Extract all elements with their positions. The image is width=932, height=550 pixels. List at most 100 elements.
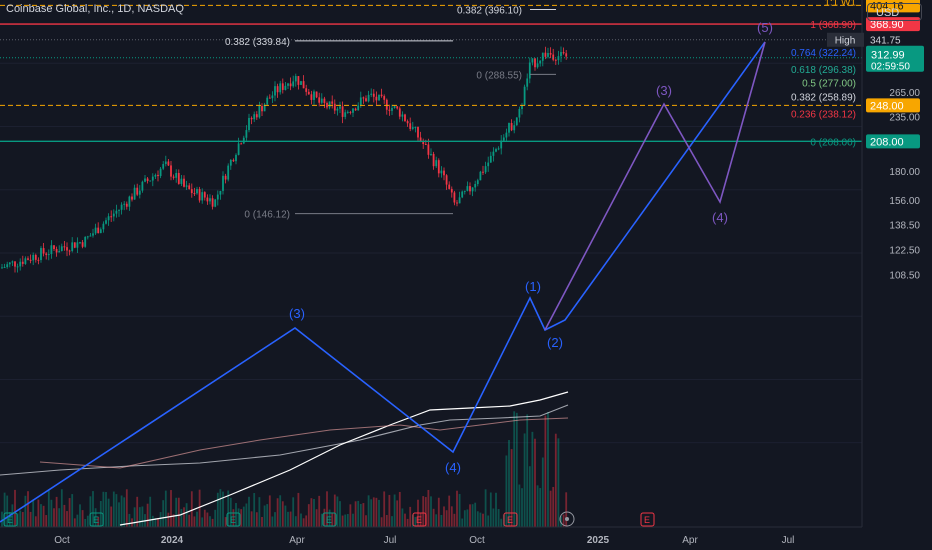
candle-body: [76, 242, 79, 248]
wave-label: (3): [289, 306, 305, 321]
volume-bar: [294, 516, 297, 527]
currency-selector[interactable]: USD: [867, 3, 922, 21]
volume-bar: [440, 514, 443, 527]
candle: [326, 101, 328, 110]
volume-bar: [222, 491, 224, 527]
candle-body: [365, 98, 367, 102]
volume-bar: [388, 494, 391, 527]
candle: [261, 103, 263, 116]
candle-body: [331, 101, 334, 104]
candle: [333, 99, 336, 114]
wave-label: (4): [712, 210, 728, 225]
volume-bar: [292, 497, 295, 527]
candle-body: [149, 180, 152, 182]
volume-bars: [1, 411, 568, 527]
candle: [414, 126, 417, 133]
volume-bar: [354, 501, 357, 527]
candle: [534, 58, 536, 71]
candle: [378, 94, 380, 101]
candle: [258, 101, 261, 119]
candle-body: [541, 52, 544, 61]
fib-level-label: 0.236 (238.12): [791, 110, 856, 121]
candle: [37, 257, 40, 265]
volume-bar: [151, 515, 154, 527]
volume-bar: [6, 495, 9, 527]
wave-label: (2): [547, 335, 563, 350]
volume-bar: [40, 504, 42, 527]
candle-body: [370, 93, 373, 95]
candle-body: [554, 59, 557, 61]
time-tick-label: Apr: [289, 535, 305, 546]
earnings-marker[interactable]: E: [412, 512, 427, 527]
candle-body: [440, 170, 443, 174]
candle-body: [388, 109, 391, 111]
volume-bar: [107, 498, 110, 527]
earnings-marker[interactable]: E: [226, 512, 241, 527]
time-tick-label: Oct: [54, 535, 70, 546]
volume-bar: [240, 509, 243, 527]
candle-body: [328, 101, 331, 108]
high-value: 341.75: [870, 36, 901, 47]
candle: [235, 153, 237, 165]
candle-body: [409, 123, 412, 129]
volume-bar: [201, 517, 204, 527]
volume-bar: [552, 486, 555, 527]
volume-bar: [224, 517, 227, 527]
volume-bar: [172, 514, 175, 527]
candle-body: [469, 186, 471, 192]
candle-body: [518, 108, 521, 118]
candle: [510, 119, 513, 132]
candle: [71, 237, 74, 253]
candle-body: [367, 94, 370, 102]
candle-body: [427, 144, 430, 155]
volume-bar: [268, 495, 271, 527]
candle: [409, 117, 412, 132]
candle-body: [92, 233, 94, 236]
ma-100: [119, 391, 569, 526]
candle: [131, 193, 133, 202]
volume-bar: [138, 507, 141, 527]
volume-bar: [492, 508, 495, 527]
earnings-marker[interactable]: E: [322, 512, 337, 527]
earnings-marker[interactable]: E: [3, 512, 18, 527]
candle: [469, 182, 471, 195]
event-circle-marker[interactable]: [559, 511, 575, 527]
candle-body: [177, 172, 180, 184]
candle-body: [487, 162, 490, 167]
candle: [398, 106, 401, 120]
candle: [352, 108, 354, 118]
candle: [172, 174, 175, 180]
candle-body: [333, 103, 336, 111]
candle: [40, 246, 42, 263]
candle: [458, 191, 461, 204]
volume-bar: [484, 489, 487, 527]
candle-body: [302, 81, 305, 89]
volume-bar: [349, 504, 352, 527]
volume-bar: [133, 507, 136, 527]
volume-bar: [99, 500, 102, 527]
candle: [284, 81, 287, 91]
earnings-marker-box: [89, 512, 104, 527]
earnings-marker[interactable]: E: [640, 512, 655, 527]
earnings-marker[interactable]: E: [89, 512, 104, 527]
candle: [541, 52, 544, 67]
horizontal-levels: [0, 4, 862, 143]
candle: [146, 176, 149, 184]
volume-bar: [367, 495, 370, 527]
candle: [523, 84, 526, 106]
candle-body: [284, 85, 287, 90]
candle-body: [53, 245, 55, 250]
volume-bar: [534, 438, 536, 527]
volume-bar: [313, 499, 315, 527]
volume-bar: [547, 411, 549, 527]
candle: [505, 128, 508, 141]
volume-bar: [307, 504, 310, 527]
candle: [170, 161, 172, 181]
candle: [29, 254, 32, 264]
volume-bar: [94, 508, 97, 527]
candle: [349, 110, 352, 115]
candle: [76, 237, 79, 253]
candle-body: [336, 108, 339, 111]
earnings-marker[interactable]: E: [503, 512, 518, 527]
